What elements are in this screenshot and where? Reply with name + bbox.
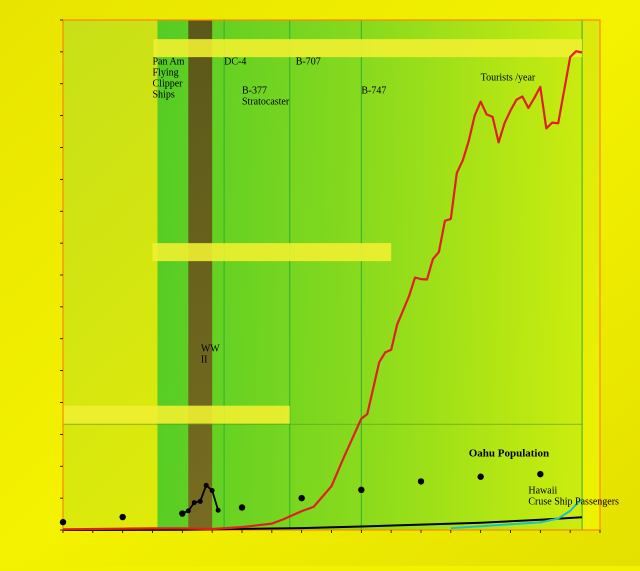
passenger-ships-point [203,482,209,488]
annotation-line: Ships [153,90,175,101]
air-travel-region [157,20,583,530]
annotation-7: Oahu Population [469,448,549,460]
annotation-line: Cruse Ship Passengers [528,497,619,508]
passenger-ships-point [191,500,197,506]
annotation-line: Flying [153,68,179,79]
oahu-population-point [358,486,365,494]
annotations: Pan Am Flying Clipper Ships DC-4 B-707 B-377 St… [153,57,620,508]
annotation-line: B-377 [242,85,267,96]
annotation-6: Tourists /year [481,73,536,84]
annotation-line: Clipper [153,79,184,90]
annotation-8: Hawaii Cruse Ship Passengers [528,486,619,508]
passenger-ships-point [209,487,215,493]
passenger-ships-bar [63,405,290,424]
annotation-line: B-707 [296,57,321,68]
annotation-1: DC-4 [224,57,246,68]
annotation-5: WW II [201,344,220,366]
passenger-ships-point [197,498,203,504]
oahu-population-point [298,494,305,502]
oahu-population-point [238,504,246,511]
annotation-line: DC-4 [224,57,246,68]
oahu-population-point [417,478,425,485]
oahu-population-point [477,473,484,480]
oahu-population-point [119,513,126,521]
annotation-0: Pan Am Flying Clipper Ships [153,57,185,101]
annotation-2: B-707 [296,57,321,68]
hawaii-calls-bar [152,243,392,262]
oahu-population-point [59,518,67,526]
ww2-band [188,20,213,530]
annotation-line: Pan Am [153,57,185,68]
annotation-line: B-747 [361,85,386,96]
air-travel-bar [153,39,583,58]
annotation-line: Tourists /year [481,73,536,84]
annotation-line: Stratocaster [242,96,290,107]
series-lines [59,50,583,531]
annotation-line: II [201,355,208,366]
annotation-4: B-747 [361,85,386,96]
period-bands [63,20,600,530]
oahu-population-point [537,470,544,478]
axes [60,19,601,533]
oahu-population-point [179,510,186,517]
passenger-ships-point [215,507,221,513]
passenger-ships-point [185,508,191,514]
annotation-line: Oahu Population [469,448,549,460]
cruise-passengers-line [450,498,583,530]
annotation-3: B-377 Stratocaster [242,85,290,107]
annotation-line: WW [201,344,220,355]
tourists-line [62,50,583,531]
annotation-line: Hawaii [528,486,557,497]
